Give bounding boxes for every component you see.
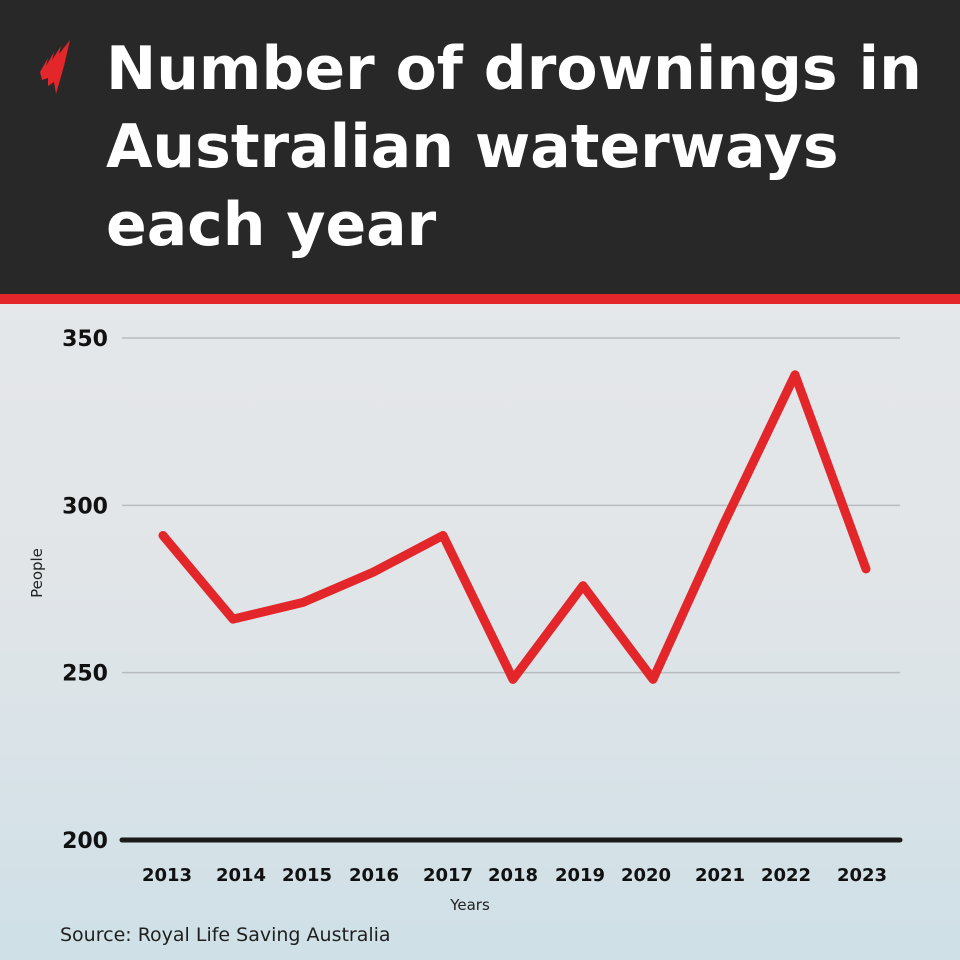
chart-title: Number of drownings in Australian waterw… <box>106 34 922 260</box>
x-tick-label: 2014 <box>216 865 266 886</box>
y-tick-label: 300 <box>62 494 108 519</box>
y-tick-label: 250 <box>62 662 108 687</box>
y-axis-label: People <box>28 548 46 598</box>
header <box>0 0 960 294</box>
series-line <box>158 370 871 684</box>
x-axis-label: Years <box>449 896 490 914</box>
sbs-logo-icon <box>40 40 70 94</box>
x-tick-label: 2019 <box>555 865 605 886</box>
x-tick-label: 2017 <box>423 865 473 886</box>
accent-bar <box>0 294 960 304</box>
source-note: Source: Royal Life Saving Australia <box>60 924 391 946</box>
y-tick-label: 350 <box>62 327 108 352</box>
x-tick-label: 2021 <box>695 865 745 886</box>
x-tick-label: 2016 <box>349 865 399 886</box>
x-tick-label: 2013 <box>142 865 192 886</box>
x-tick-label: 2023 <box>837 865 887 886</box>
x-tick-label: 2015 <box>282 865 332 886</box>
x-tick-label: 2020 <box>621 865 671 886</box>
x-tick-label: 2022 <box>761 865 811 886</box>
x-tick-label: 2018 <box>488 865 538 886</box>
y-tick-label: 200 <box>62 829 108 854</box>
